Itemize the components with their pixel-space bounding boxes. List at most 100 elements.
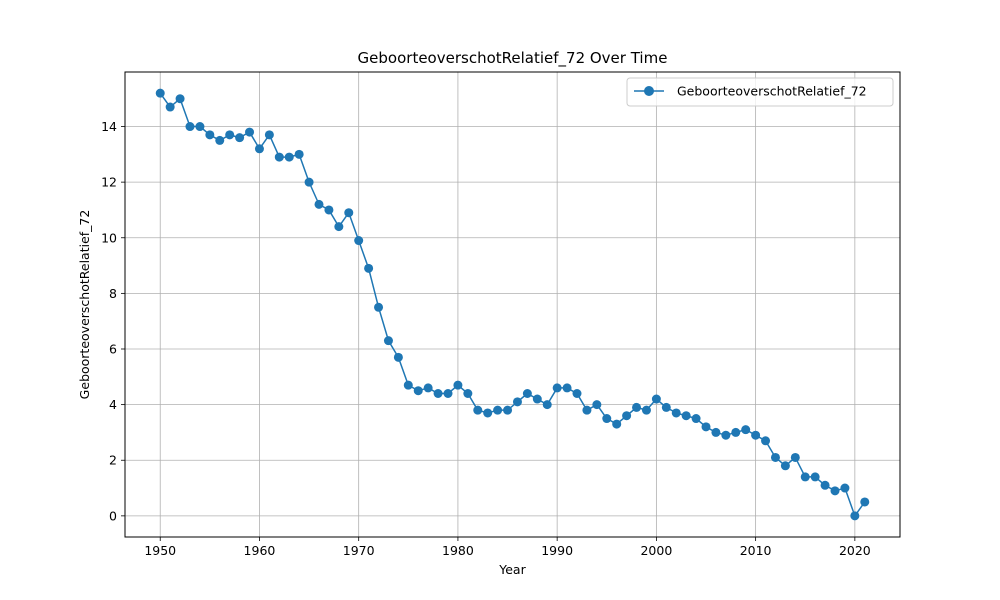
data-point [790,452,800,462]
data-point [235,133,245,143]
data-point [820,480,830,490]
y-tick-label: 4 [109,397,117,412]
y-tick-label: 2 [109,453,117,468]
data-point [185,122,195,132]
chart-title: GeboorteoverschotRelatief_72 Over Time [358,49,668,68]
data-point [850,511,860,521]
plot-background [125,72,900,537]
data-point [155,88,165,98]
data-point [612,419,622,429]
data-point [453,380,463,390]
data-point [324,205,334,215]
data-point [810,472,820,482]
data-point [860,497,870,507]
legend: GeboorteoverschotRelatief_72 [626,77,894,107]
data-point [602,414,612,424]
legend-label: GeboorteoverschotRelatief_72 [677,84,867,99]
data-point [215,135,225,145]
data-point [751,430,761,440]
data-point [393,352,403,362]
data-point [800,472,810,482]
x-tick-label: 1960 [244,543,276,558]
x-tick-label: 1990 [541,543,573,558]
data-point [641,405,651,415]
grid-lines [125,72,900,537]
y-tick-label: 10 [101,230,117,245]
legend-box [626,77,894,107]
data-point [383,336,393,346]
data-point [572,388,582,398]
data-point [512,397,522,407]
data-point [403,380,413,390]
y-axis-label: GeboorteoverschotRelatief_72 [77,210,92,400]
x-tick-label: 2010 [740,543,772,558]
y-tick-label: 6 [109,341,117,356]
data-point [830,486,840,496]
data-point [225,130,235,140]
data-point [622,411,632,421]
y-tick-label: 14 [101,119,117,134]
data-point [423,383,433,393]
data-point [165,102,175,112]
data-point [522,388,532,398]
data-point [413,386,423,396]
data-point [473,405,483,415]
data-point [463,388,473,398]
data-point [175,94,185,104]
data-point [503,405,513,415]
data-series [155,88,870,521]
y-tick-label: 0 [109,508,117,523]
data-point [443,388,453,398]
x-tick-label: 1970 [343,543,375,558]
data-point [354,236,364,246]
data-point [562,383,572,393]
data-point [493,405,503,415]
data-point [780,461,790,471]
data-point [284,152,294,162]
data-point [661,402,671,412]
data-point [374,302,384,312]
data-point [632,402,642,412]
data-point [552,383,562,393]
legend-marker-swatch [644,86,654,96]
plot-frame [124,71,901,538]
data-point [681,411,691,421]
x-axis-label: Year [498,562,526,577]
data-point [344,208,354,218]
x-tick-label: 1980 [442,543,474,558]
data-point [205,130,215,140]
data-point [483,408,493,418]
data-point [245,127,255,137]
data-point [582,405,592,415]
data-point [840,483,850,493]
data-point [274,152,284,162]
data-point [294,149,304,159]
y-tick-label: 12 [101,175,117,190]
data-point [731,427,741,437]
data-point [334,222,344,232]
x-tick-label: 1950 [144,543,176,558]
data-point [314,199,324,209]
data-point [264,130,274,140]
axes: 1950 1960 1970 1980 1990 2000 2010 2020 0 2 4 6 8 10 1… [101,119,871,558]
x-tick-label: 2000 [640,543,672,558]
data-point [433,388,443,398]
data-point [671,408,681,418]
data-point [592,400,602,410]
data-point [721,430,731,440]
data-point [651,394,661,404]
data-point [761,436,771,446]
data-point [254,144,264,154]
y-tick-label: 8 [109,286,117,301]
data-point [542,400,552,410]
data-point [691,414,701,424]
data-point [195,122,205,132]
x-tick-label: 2020 [839,543,871,558]
data-point [701,422,711,432]
data-point [532,394,542,404]
data-point [364,263,374,273]
data-point [711,427,721,437]
data-point [741,425,751,435]
